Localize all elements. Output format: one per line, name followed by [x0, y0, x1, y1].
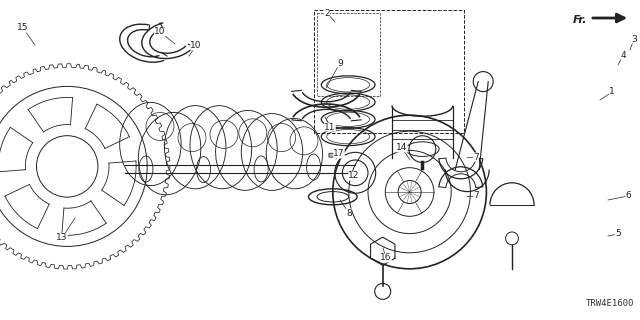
Text: 13: 13 — [56, 234, 68, 243]
Text: 11: 11 — [324, 123, 336, 132]
Text: 14: 14 — [396, 143, 408, 153]
Text: 16: 16 — [380, 253, 392, 262]
Text: 17: 17 — [333, 149, 345, 158]
FancyBboxPatch shape — [329, 153, 343, 157]
Text: TRW4E1600: TRW4E1600 — [586, 299, 634, 308]
Text: 15: 15 — [17, 23, 29, 33]
Text: 10: 10 — [154, 28, 166, 36]
Text: 7: 7 — [473, 191, 479, 201]
Text: 10: 10 — [190, 42, 202, 51]
Text: 1: 1 — [609, 87, 615, 97]
Text: 4: 4 — [620, 51, 626, 60]
Text: 6: 6 — [625, 191, 631, 201]
Text: 8: 8 — [346, 209, 352, 218]
Text: 2: 2 — [324, 9, 330, 18]
Text: 5: 5 — [615, 229, 621, 238]
Text: 7: 7 — [473, 153, 479, 162]
Bar — [317, 13, 380, 96]
Text: 3: 3 — [631, 35, 637, 44]
Bar — [314, 10, 464, 133]
Text: 9: 9 — [337, 59, 343, 68]
Text: Fr.: Fr. — [573, 15, 587, 25]
Text: 12: 12 — [348, 172, 360, 180]
